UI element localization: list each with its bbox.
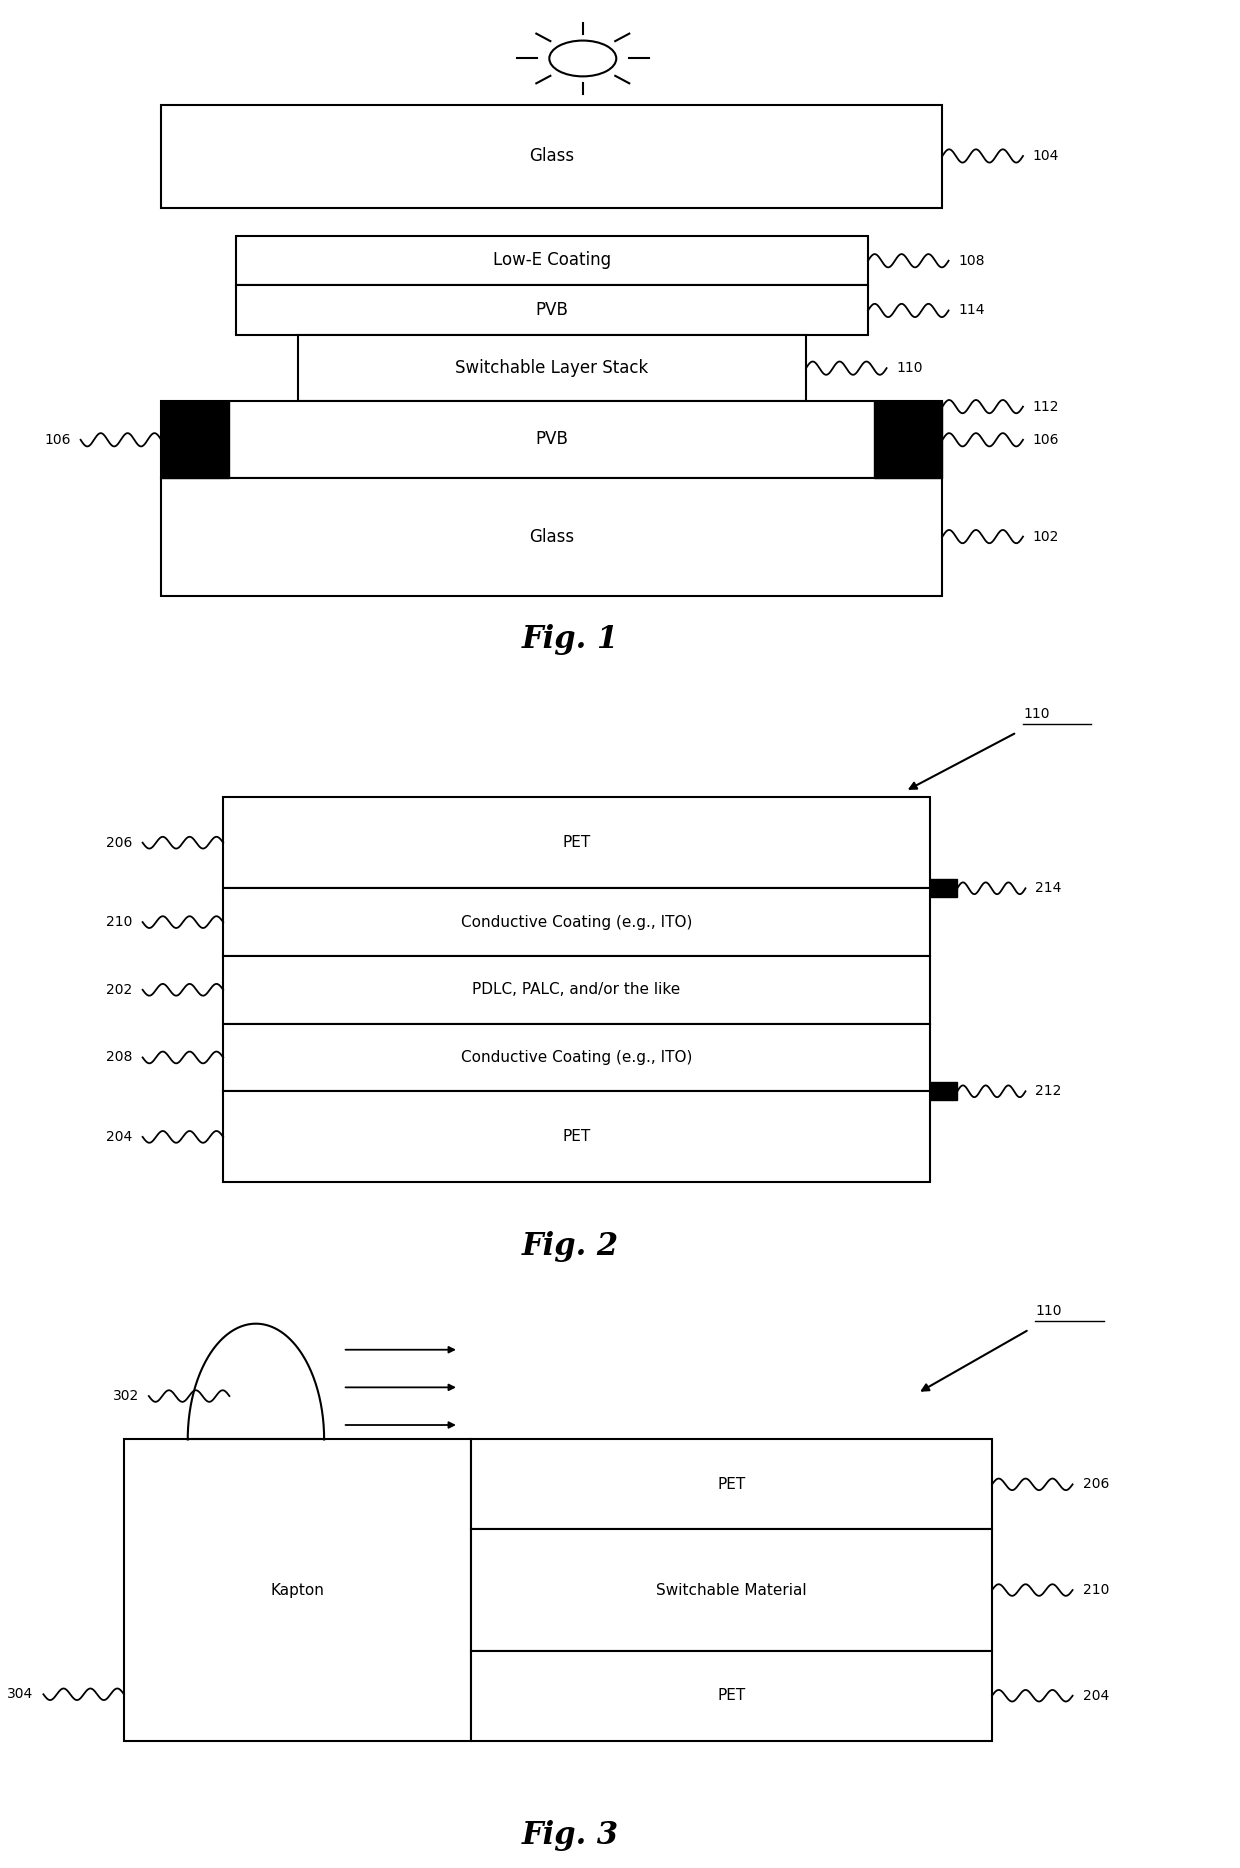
FancyBboxPatch shape: [161, 402, 229, 478]
Text: Low-E Coating: Low-E Coating: [492, 252, 611, 269]
FancyBboxPatch shape: [930, 880, 957, 897]
Text: 110: 110: [1035, 1304, 1061, 1319]
Text: 204: 204: [107, 1130, 133, 1143]
Text: 106: 106: [1033, 433, 1059, 446]
Text: 104: 104: [1033, 149, 1059, 163]
Text: PDLC, PALC, and/or the like: PDLC, PALC, and/or the like: [472, 983, 681, 998]
Text: 204: 204: [1083, 1689, 1109, 1704]
Text: Switchable Layer Stack: Switchable Layer Stack: [455, 359, 649, 377]
FancyBboxPatch shape: [223, 1091, 930, 1182]
Text: 108: 108: [959, 254, 985, 267]
Text: PET: PET: [563, 1130, 590, 1145]
Text: PVB: PVB: [536, 301, 568, 319]
Text: 214: 214: [1035, 882, 1061, 895]
FancyBboxPatch shape: [223, 889, 930, 956]
Text: 114: 114: [959, 303, 985, 318]
Text: 112: 112: [1033, 400, 1059, 413]
FancyBboxPatch shape: [223, 798, 930, 889]
Text: PET: PET: [563, 835, 590, 850]
FancyBboxPatch shape: [471, 1530, 992, 1651]
Text: 110: 110: [1023, 706, 1049, 721]
FancyBboxPatch shape: [161, 478, 942, 596]
Text: 212: 212: [1035, 1083, 1061, 1098]
FancyBboxPatch shape: [236, 286, 868, 334]
Text: 206: 206: [107, 835, 133, 850]
Text: Kapton: Kapton: [270, 1582, 325, 1597]
Text: 202: 202: [107, 983, 133, 998]
FancyBboxPatch shape: [874, 402, 942, 478]
Text: PVB: PVB: [536, 430, 568, 448]
Text: 302: 302: [113, 1390, 139, 1403]
Text: Glass: Glass: [529, 148, 574, 164]
Text: Conductive Coating (e.g., ITO): Conductive Coating (e.g., ITO): [461, 915, 692, 930]
FancyBboxPatch shape: [236, 235, 868, 286]
Text: Fig. 1: Fig. 1: [522, 624, 619, 656]
Text: Fig. 2: Fig. 2: [522, 1231, 619, 1263]
Text: 210: 210: [107, 915, 133, 928]
FancyBboxPatch shape: [471, 1651, 992, 1741]
FancyBboxPatch shape: [223, 956, 930, 1024]
Text: PET: PET: [718, 1689, 745, 1704]
FancyBboxPatch shape: [124, 1440, 471, 1741]
Text: Switchable Material: Switchable Material: [656, 1582, 807, 1597]
Text: 206: 206: [1083, 1478, 1109, 1491]
FancyBboxPatch shape: [161, 105, 942, 207]
Text: 102: 102: [1033, 531, 1059, 544]
Text: 210: 210: [1083, 1582, 1109, 1597]
Text: Fig. 3: Fig. 3: [522, 1819, 619, 1851]
FancyBboxPatch shape: [471, 1440, 992, 1530]
Text: 106: 106: [45, 433, 71, 446]
FancyBboxPatch shape: [298, 334, 806, 402]
FancyBboxPatch shape: [223, 1024, 930, 1091]
FancyBboxPatch shape: [161, 402, 942, 478]
Text: 304: 304: [7, 1687, 33, 1702]
FancyBboxPatch shape: [930, 1082, 957, 1100]
Text: 110: 110: [897, 361, 923, 375]
Text: Glass: Glass: [529, 527, 574, 545]
Text: Conductive Coating (e.g., ITO): Conductive Coating (e.g., ITO): [461, 1050, 692, 1065]
Text: PET: PET: [718, 1478, 745, 1493]
Text: 208: 208: [107, 1050, 133, 1065]
